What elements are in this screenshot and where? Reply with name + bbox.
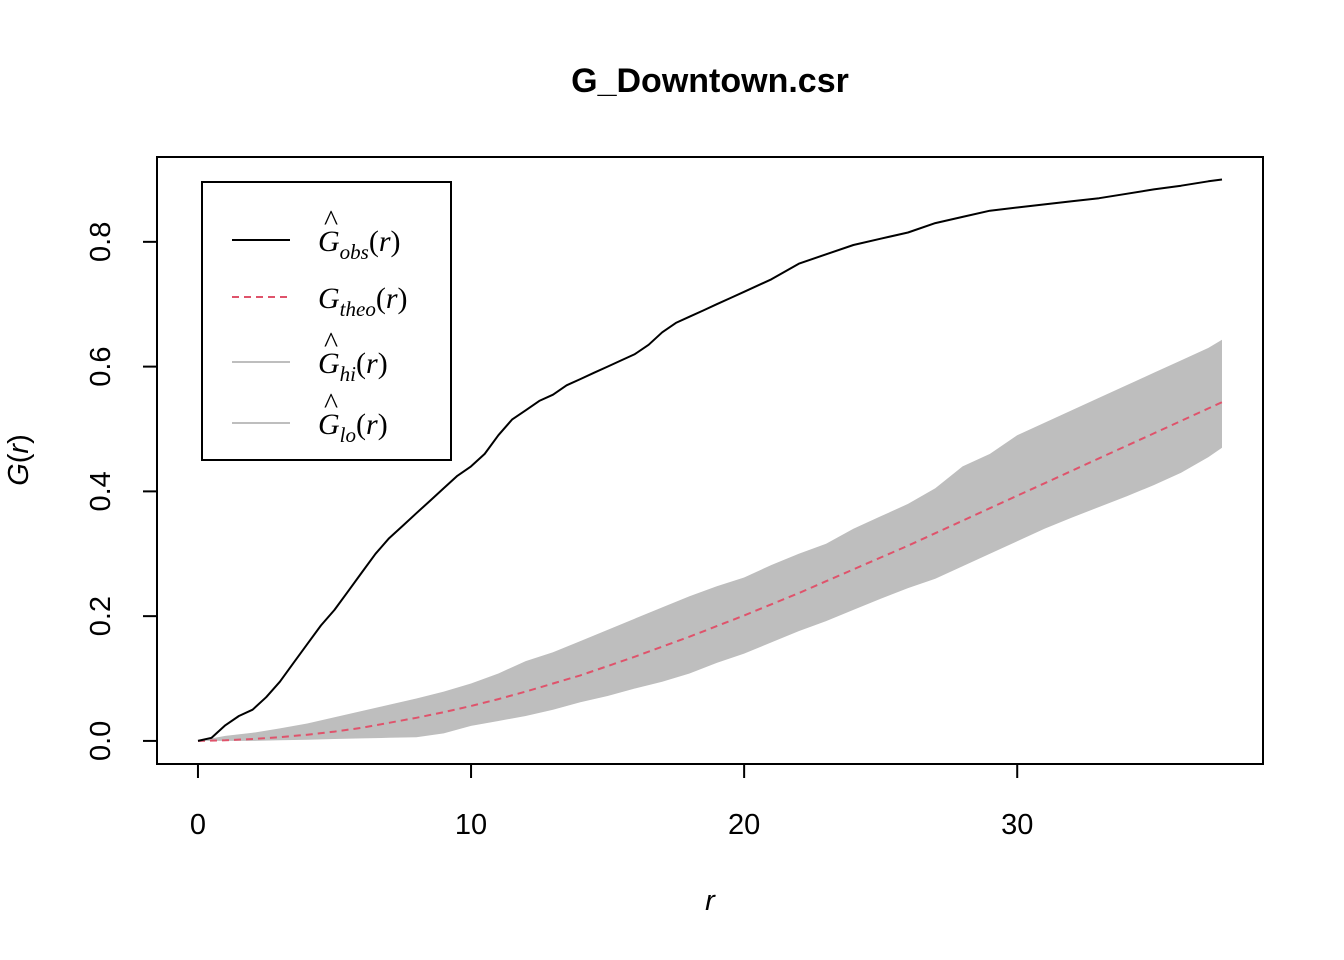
y-axis: 0.0 0.2 0.4 0.6 0.8 — [85, 222, 158, 761]
series-obs-line — [197, 178, 1223, 742]
legend-box — [201, 181, 452, 461]
x-axis-label: r — [705, 885, 716, 917]
x-tick-label: 0 — [190, 809, 206, 841]
y-tick-label: 0.8 — [85, 222, 117, 262]
y-tick-label: 0.0 — [85, 721, 117, 761]
legend-label-lo: Glo(r) — [318, 408, 388, 447]
legend-label-obs: Gobs(r) — [318, 225, 401, 264]
envelope-band — [198, 339, 1222, 741]
chart-title: G_Downtown.csr — [571, 62, 849, 100]
x-tick-label: 10 — [455, 809, 487, 841]
y-tick-label: 0.4 — [85, 471, 117, 511]
x-tick-label: 30 — [1001, 809, 1033, 841]
x-tick-label: 20 — [728, 809, 760, 841]
x-axis: 0 10 20 30 — [190, 763, 1033, 841]
legend-label-hi: Ghi(r) — [318, 347, 388, 386]
y-axis-label: G(r) — [3, 434, 35, 486]
legend-hat-obs: ^ — [324, 204, 338, 237]
y-tick-label: 0.2 — [85, 596, 117, 636]
y-tick-label: 0.6 — [85, 346, 117, 386]
legend-hat-lo: ^ — [324, 387, 338, 420]
series-layer — [197, 178, 1223, 742]
series-theo-line — [197, 401, 1223, 742]
legend: Gobs(r)^Gtheo(r)Ghi(r)^Glo(r)^ — [201, 181, 452, 461]
legend-label-theo: Gtheo(r) — [318, 282, 408, 321]
legend-hat-hi: ^ — [324, 326, 338, 359]
